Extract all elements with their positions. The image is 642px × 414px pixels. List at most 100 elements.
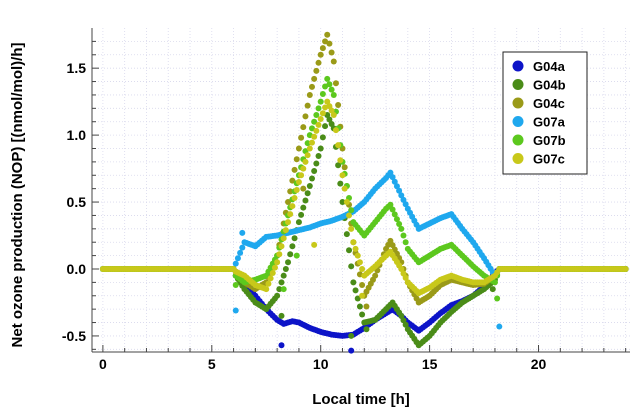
data-point (269, 270, 276, 277)
data-point (400, 232, 407, 239)
data-point (302, 113, 309, 120)
data-point (298, 172, 305, 179)
legend-marker (512, 97, 524, 109)
data-series (99, 31, 629, 354)
data-point (343, 199, 350, 206)
data-point (285, 199, 292, 206)
data-point (319, 45, 326, 52)
data-point (315, 152, 322, 159)
data-point (300, 204, 307, 211)
data-point (271, 264, 278, 271)
x-tick-label: 20 (531, 356, 547, 372)
data-point (400, 317, 407, 324)
data-point (274, 259, 281, 266)
data-point (330, 112, 337, 119)
y-tick-label: 0.5 (67, 194, 87, 210)
data-point (282, 227, 289, 234)
data-point (348, 263, 355, 270)
data-point (341, 164, 348, 171)
legend-marker (512, 60, 524, 72)
data-point (352, 287, 359, 294)
data-point (402, 274, 409, 281)
data-point (359, 265, 366, 272)
data-point (280, 235, 287, 242)
data-point (402, 239, 409, 246)
data-point (400, 270, 407, 277)
data-point (335, 101, 342, 108)
data-point (359, 311, 366, 318)
data-point (237, 249, 244, 256)
legend: G04a G04b G04c G07a G07b G07c (502, 51, 588, 175)
y-axis-label: Net ozone production (NOP) [(nmol/mol)/h… (9, 43, 26, 348)
data-point (274, 292, 281, 299)
legend-item: G04c (512, 96, 565, 111)
data-point (352, 245, 359, 252)
data-point (330, 58, 337, 65)
x-tick-label: 0 (99, 356, 107, 372)
data-point (311, 133, 318, 140)
data-point (393, 216, 400, 223)
data-point (295, 178, 302, 185)
data-point (313, 112, 320, 119)
data-point (324, 75, 331, 82)
data-point (328, 49, 335, 56)
data-point (300, 185, 307, 192)
data-point (300, 165, 307, 172)
data-point (354, 252, 361, 259)
data-point (232, 260, 239, 267)
data-point (322, 123, 329, 130)
data-point (317, 98, 324, 105)
x-axis-label: Local time [h] (312, 391, 410, 408)
data-point (319, 110, 326, 117)
data-point (319, 91, 326, 98)
data-point (319, 134, 326, 141)
data-point (372, 272, 379, 279)
data-point (313, 127, 320, 134)
data-point (387, 201, 394, 208)
data-point (398, 265, 405, 272)
data-point (402, 201, 409, 208)
data-point (354, 295, 361, 302)
data-point (328, 107, 335, 114)
data-point (324, 98, 331, 105)
data-point (363, 326, 370, 333)
data-point (263, 286, 270, 293)
data-point (291, 195, 298, 202)
data-point (315, 105, 322, 112)
data-point (311, 118, 318, 125)
data-point (337, 157, 344, 164)
data-point (313, 67, 320, 74)
legend-label: G07b (533, 133, 566, 148)
data-point (304, 102, 311, 109)
data-point (311, 75, 318, 82)
data-point (356, 303, 363, 310)
data-point (622, 265, 629, 272)
data-point (337, 180, 344, 187)
data-point (234, 255, 241, 262)
data-point (306, 182, 313, 189)
data-point (398, 312, 405, 319)
legend-label: G07c (533, 152, 565, 167)
data-point (393, 183, 400, 190)
data-point (280, 272, 287, 279)
legend-label: G04c (533, 96, 565, 111)
data-point (328, 120, 335, 127)
data-point (278, 279, 285, 286)
data-point (317, 116, 324, 123)
data-point (317, 145, 324, 152)
data-point (494, 295, 501, 302)
x-tick-label: 15 (422, 356, 438, 372)
data-point (278, 243, 285, 250)
data-point (302, 158, 309, 165)
data-point (304, 190, 311, 197)
data-point (389, 206, 396, 213)
data-point (391, 178, 398, 185)
data-point (289, 203, 296, 210)
data-point (289, 177, 296, 184)
data-point (265, 280, 272, 287)
data-point (313, 160, 320, 167)
data-point (346, 212, 353, 219)
y-tick-label: -0.5 (62, 328, 86, 344)
